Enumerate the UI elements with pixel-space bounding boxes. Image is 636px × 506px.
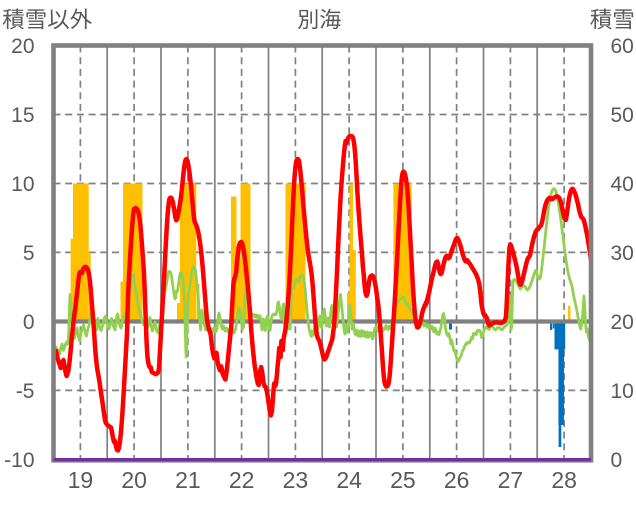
svg-text:40: 40 bbox=[611, 173, 634, 196]
svg-text:21: 21 bbox=[175, 467, 201, 493]
svg-text:10: 10 bbox=[11, 173, 34, 196]
svg-text:30: 30 bbox=[611, 242, 634, 265]
svg-text:60: 60 bbox=[611, 35, 634, 58]
svg-text:19: 19 bbox=[68, 467, 94, 493]
svg-text:5: 5 bbox=[23, 242, 35, 265]
svg-text:20: 20 bbox=[611, 311, 634, 334]
svg-text:15: 15 bbox=[11, 104, 34, 127]
svg-text:-5: -5 bbox=[16, 380, 35, 403]
svg-text:0: 0 bbox=[611, 449, 623, 472]
svg-text:22: 22 bbox=[229, 467, 255, 493]
svg-text:28: 28 bbox=[551, 467, 577, 493]
svg-text:0: 0 bbox=[23, 311, 35, 334]
svg-text:24: 24 bbox=[336, 467, 362, 493]
svg-text:23: 23 bbox=[283, 467, 309, 493]
svg-text:27: 27 bbox=[498, 467, 524, 493]
svg-text:20: 20 bbox=[121, 467, 147, 493]
svg-text:-10: -10 bbox=[4, 449, 34, 472]
svg-text:10: 10 bbox=[611, 380, 634, 403]
svg-text:26: 26 bbox=[444, 467, 470, 493]
svg-text:20: 20 bbox=[11, 35, 34, 58]
svg-text:25: 25 bbox=[390, 467, 416, 493]
svg-text:50: 50 bbox=[611, 104, 634, 127]
